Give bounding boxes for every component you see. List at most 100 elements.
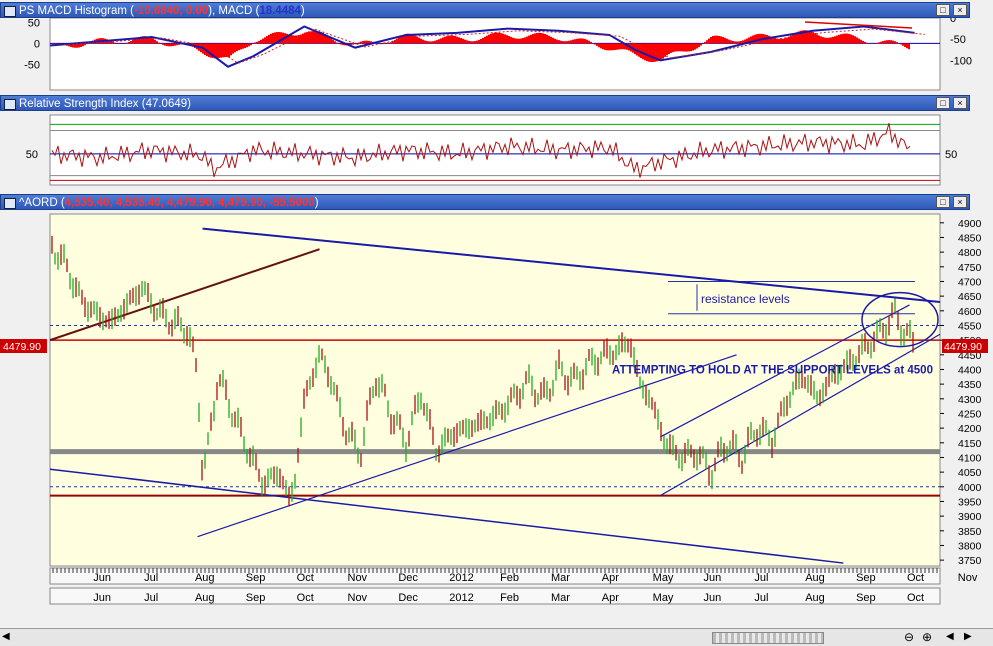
macd-histogram-bar	[432, 41, 434, 43]
macd-histogram-bar	[478, 40, 480, 43]
macd-plot: 500-500-50-100	[0, 18, 993, 94]
price-tick-label: 4200	[958, 423, 982, 435]
x-axis-label-upper: Oct	[907, 572, 924, 584]
macd-left-tick-label: 50	[28, 18, 40, 29]
price-tick-label: 4250	[958, 408, 982, 420]
macd-histogram-bar	[790, 36, 792, 44]
macd-histogram-bar	[150, 37, 152, 43]
maximize-button[interactable]: □	[936, 97, 950, 109]
scroll-left-arrow-icon[interactable]: ◀	[2, 631, 10, 642]
price-tick-label: 4150	[958, 438, 982, 450]
macd-histogram-bar	[876, 43, 878, 44]
x-axis-label-upper: Nov	[348, 572, 368, 584]
macd-histogram-bar	[170, 43, 172, 46]
macd-histogram-bar	[424, 40, 426, 43]
macd-histogram-bar	[362, 41, 364, 43]
macd-histogram-bar	[268, 35, 270, 44]
rsi-title-bar[interactable]: Relative Strength Index (47.0649) □ ×	[0, 95, 970, 111]
x-axis-label-lower: Aug	[805, 592, 825, 604]
macd-histogram-bar	[114, 43, 116, 44]
window-menu-icon[interactable]	[4, 99, 16, 110]
macd-histogram-bar	[172, 43, 174, 46]
price-tick-label: 4100	[958, 452, 982, 464]
macd-histogram-bar	[690, 43, 692, 51]
macd-histogram-bar	[714, 36, 716, 44]
macd-histogram-bar	[242, 43, 244, 48]
macd-histogram-bar	[528, 36, 530, 44]
macd-histogram-bar	[442, 38, 444, 44]
close-button[interactable]: ×	[953, 97, 967, 109]
macd-histogram-bar	[428, 41, 430, 43]
macd-histogram-bar	[426, 41, 428, 43]
macd-histogram-bar	[560, 41, 562, 44]
x-axis-label-upper: May	[653, 572, 674, 584]
macd-histogram-bar	[822, 37, 824, 43]
macd-histogram-bar	[740, 41, 742, 43]
macd-histogram-bar	[174, 43, 176, 45]
macd-histogram-bar	[692, 43, 694, 50]
macd-histogram-bar	[272, 33, 274, 43]
zoom-in-icon[interactable]: ⊕	[922, 630, 932, 644]
maximize-button[interactable]: □	[936, 196, 950, 208]
x-axis-label-lower: May	[653, 592, 674, 604]
macd-histogram-bar	[572, 40, 574, 44]
maximize-button[interactable]: □	[936, 4, 950, 16]
macd-histogram-bar	[260, 40, 262, 44]
macd-histogram-bar	[168, 43, 170, 46]
macd-histogram-bar	[862, 41, 864, 43]
scroll-right-button-icon[interactable]: ▶	[964, 631, 972, 642]
x-axis-label-upper: Feb	[500, 572, 519, 584]
macd-histogram-bar	[646, 43, 648, 61]
x-axis-label-lower: Dec	[398, 592, 418, 604]
x-axis-label-upper: Nov	[958, 572, 978, 584]
macd-histogram-bar	[620, 43, 622, 49]
horizontal-scrollbar[interactable]: ◀ ⊖ ⊕ ◀ ▶	[0, 628, 993, 646]
macd-histogram-bar	[832, 37, 834, 44]
window-menu-icon[interactable]	[4, 198, 16, 209]
macd-histogram-bar	[456, 37, 458, 44]
scroll-thumb[interactable]	[712, 632, 824, 644]
macd-histogram-bar	[360, 42, 362, 44]
macd-histogram-bar	[774, 38, 776, 43]
macd-histogram-bar	[396, 39, 398, 44]
macd-histogram-bar	[516, 39, 518, 44]
resistance-annotation: resistance levels	[701, 292, 790, 306]
macd-histogram-bar	[412, 35, 414, 44]
macd-title-bar[interactable]: PS MACD Histogram (-10.6840, 0.00), MACD…	[0, 2, 970, 18]
macd-histogram-bar	[814, 33, 816, 43]
price-tick-label: 4000	[958, 482, 982, 494]
macd-histogram-bar	[732, 41, 734, 43]
macd-histogram-bar	[496, 33, 498, 44]
scroll-left-button-icon[interactable]: ◀	[946, 631, 954, 642]
close-button[interactable]: ×	[953, 196, 967, 208]
macd-histogram-bar	[366, 41, 368, 44]
price-title-bar[interactable]: ^AORD (4,535.40, 4,535.40, 4,479.90, 4,4…	[0, 194, 970, 210]
macd-right-tick-label: 0	[950, 18, 956, 25]
window-menu-icon[interactable]	[4, 6, 16, 17]
macd-histogram-bar	[336, 43, 338, 44]
zoom-out-icon[interactable]: ⊖	[904, 630, 914, 644]
x-axis-label-upper: Oct	[297, 572, 314, 584]
macd-histogram-bar	[576, 39, 578, 44]
macd-histogram-bar	[596, 43, 598, 46]
rsi-plot-area	[50, 115, 940, 185]
macd-histogram-bar	[244, 43, 246, 48]
close-button[interactable]: ×	[953, 4, 967, 16]
macd-histogram-bar	[498, 33, 500, 44]
macd-histogram-bar	[784, 38, 786, 43]
macd-histogram-bar	[448, 36, 450, 44]
macd-histogram-bar	[506, 35, 508, 43]
macd-histogram-bar	[896, 42, 898, 43]
x-axis-label-upper: 2012	[449, 572, 473, 584]
macd-histogram-bar	[824, 38, 826, 44]
macd-histogram-bar	[440, 38, 442, 43]
macd-histogram-bar	[600, 43, 602, 48]
x-axis-label-upper: Apr	[602, 572, 619, 584]
macd-histogram-bar	[670, 43, 672, 53]
x-axis-label-upper: Sep	[246, 572, 266, 584]
macd-histogram-bar	[726, 39, 728, 44]
macd-histogram-bar	[462, 39, 464, 44]
macd-histogram-bar	[780, 39, 782, 43]
macd-histogram-bar	[840, 34, 842, 43]
macd-histogram-bar	[906, 43, 908, 48]
